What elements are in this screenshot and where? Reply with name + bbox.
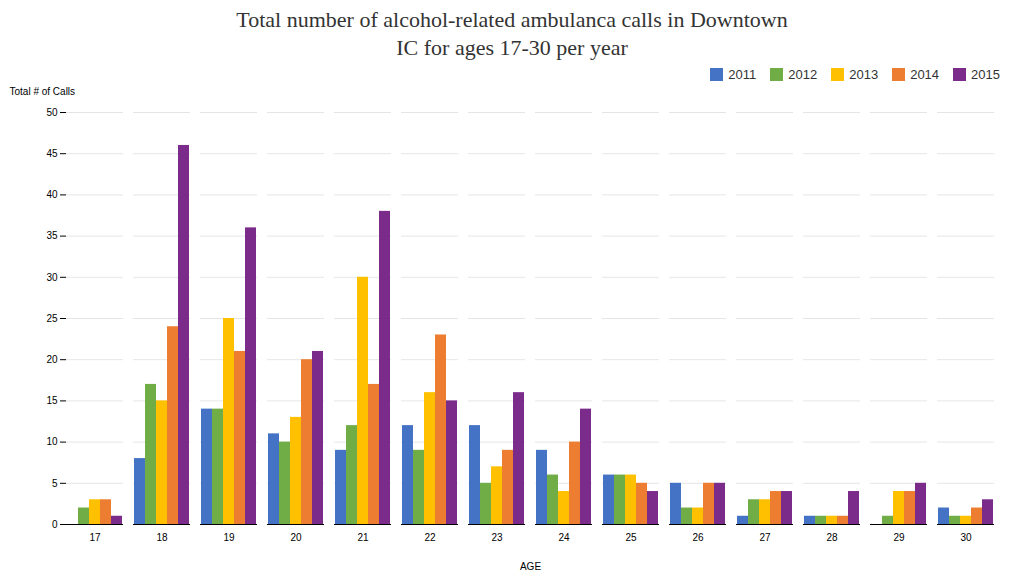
svg-text:25: 25 <box>46 313 58 324</box>
svg-text:40: 40 <box>46 189 58 200</box>
svg-text:18: 18 <box>156 532 168 543</box>
svg-text:5: 5 <box>52 478 58 489</box>
svg-text:45: 45 <box>46 148 58 159</box>
svg-text:27: 27 <box>759 532 771 543</box>
svg-text:35: 35 <box>46 230 58 241</box>
svg-text:30: 30 <box>960 532 972 543</box>
svg-text:29: 29 <box>893 532 905 543</box>
html-text:Total number of alcohol-relate: Total number of alcohol-related ambulanc… <box>236 7 788 60</box>
svg-text:AGE: AGE <box>520 561 541 572</box>
html-text:2012: 2012 <box>788 67 818 82</box>
svg-text:22: 22 <box>424 532 436 543</box>
svg-text:26: 26 <box>692 532 704 543</box>
svg-text:30: 30 <box>46 272 58 283</box>
svg-text:24: 24 <box>558 532 570 543</box>
svg-text:10: 10 <box>46 436 58 447</box>
svg-text:Total # of Calls: Total # of Calls <box>10 86 76 97</box>
html-text:2015: 2015 <box>971 67 1000 82</box>
html-text:2011: 2011 <box>728 67 757 82</box>
html-text:2013: 2013 <box>849 67 879 82</box>
svg-text:21: 21 <box>357 532 369 543</box>
svg-text:25: 25 <box>625 532 637 543</box>
svg-text:19: 19 <box>223 532 235 543</box>
svg-text:0: 0 <box>52 519 58 530</box>
svg-text:20: 20 <box>46 354 58 365</box>
svg-text:28: 28 <box>826 532 838 543</box>
svg-text:23: 23 <box>491 532 503 543</box>
svg-text:20: 20 <box>290 532 302 543</box>
svg-text:17: 17 <box>89 532 101 543</box>
html-text:2014: 2014 <box>910 67 940 82</box>
svg-text:15: 15 <box>46 395 58 406</box>
svg-text:50: 50 <box>46 107 58 118</box>
